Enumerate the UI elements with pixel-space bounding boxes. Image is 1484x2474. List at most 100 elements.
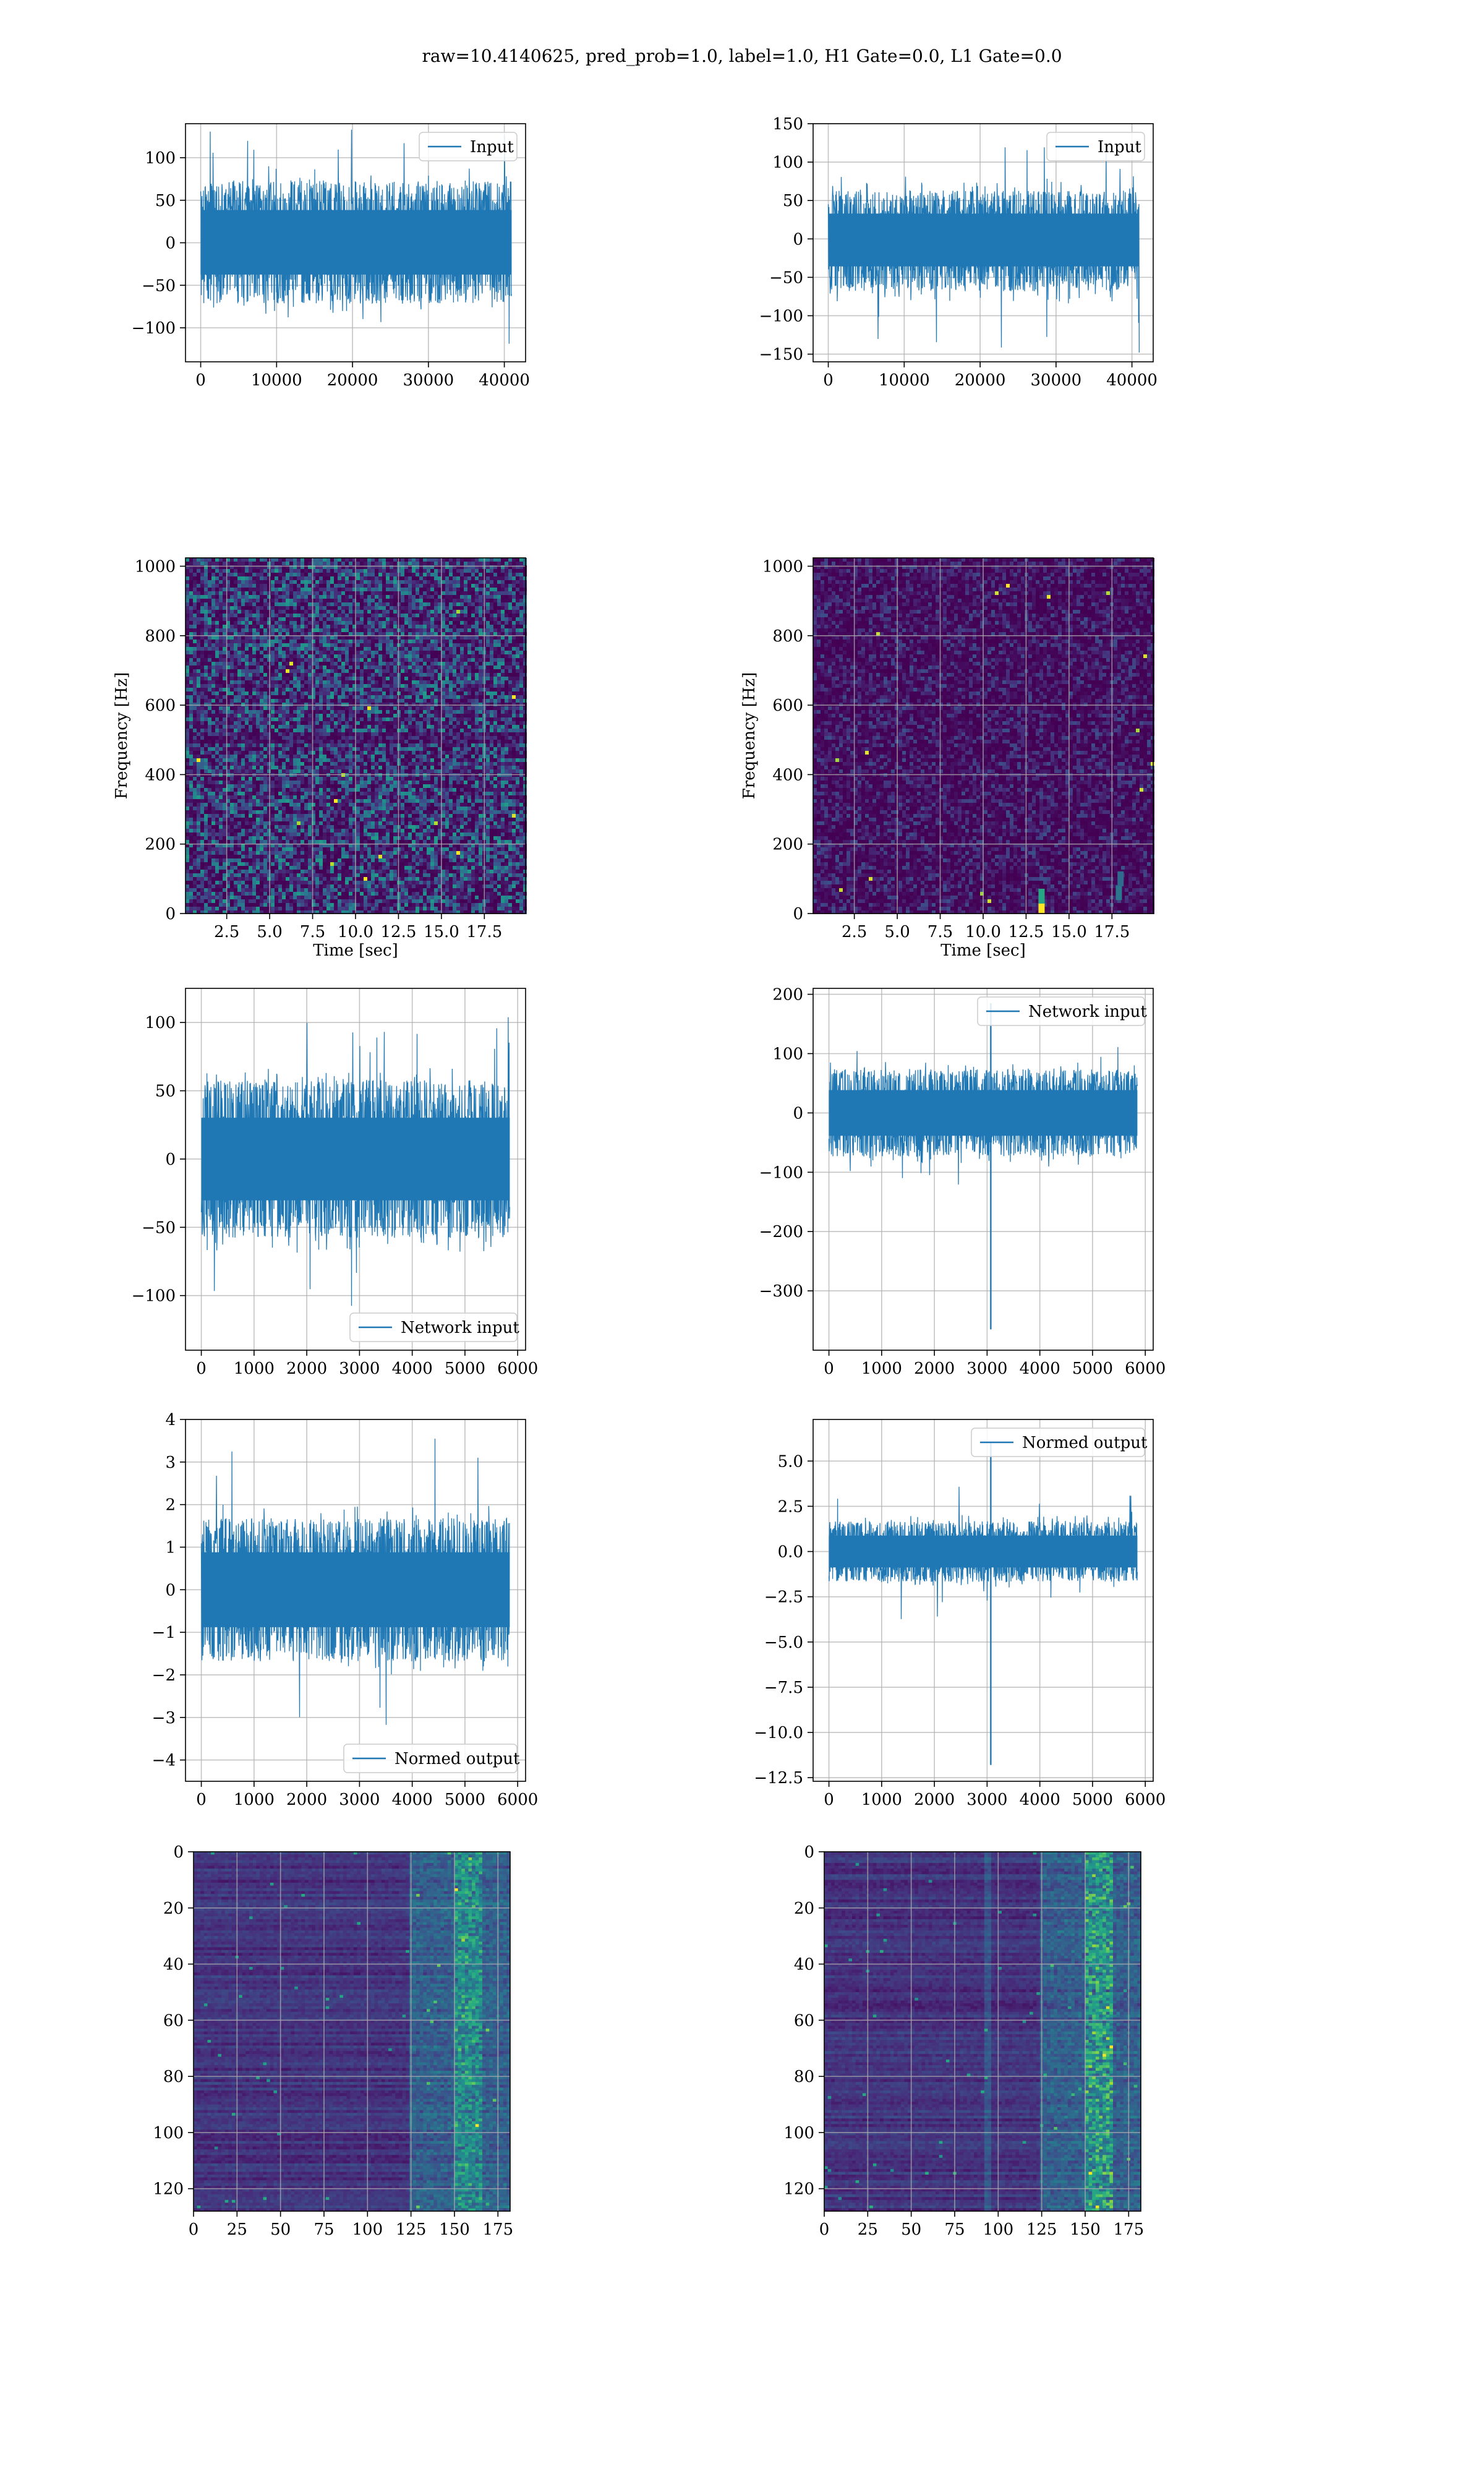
heatmap-cell bbox=[401, 602, 404, 606]
heatmap-cell bbox=[386, 643, 390, 647]
heatmap-cell bbox=[416, 591, 419, 595]
heatmap-cell bbox=[430, 565, 434, 569]
heatmap-cell bbox=[434, 725, 438, 729]
heatmap-cell bbox=[460, 625, 464, 628]
heatmap-cell bbox=[390, 710, 393, 714]
heatmap-cell bbox=[237, 755, 241, 758]
heatmap-cell bbox=[241, 647, 245, 651]
heatmap-cell bbox=[204, 736, 208, 740]
heatmap-cell bbox=[326, 721, 330, 725]
heatmap-cell bbox=[234, 710, 237, 714]
heatmap-cell bbox=[323, 562, 326, 565]
heatmap-cell bbox=[356, 706, 360, 710]
heatmap-cell bbox=[349, 617, 352, 621]
heatmap-cell bbox=[293, 706, 297, 710]
heatmap-cell bbox=[345, 584, 349, 588]
heatmap-cell bbox=[334, 628, 338, 632]
heatmap-cell bbox=[479, 677, 482, 680]
heatmap-cell bbox=[479, 614, 482, 617]
heatmap-cell bbox=[234, 640, 237, 643]
heatmap-cell bbox=[245, 621, 249, 625]
heatmap-cell bbox=[375, 684, 378, 688]
heatmap-cell bbox=[215, 662, 219, 666]
heatmap-cell bbox=[438, 569, 441, 573]
heatmap-cell bbox=[367, 640, 371, 643]
heatmap-cell bbox=[275, 673, 278, 677]
heatmap-cell bbox=[334, 710, 338, 714]
heatmap-cell bbox=[471, 606, 475, 610]
heatmap-cell bbox=[419, 717, 423, 721]
heatmap-cell bbox=[490, 673, 493, 677]
heatmap-cell bbox=[456, 680, 460, 684]
heatmap-cell bbox=[364, 573, 367, 576]
heatmap-cell bbox=[375, 640, 378, 643]
heatmap-cell bbox=[479, 584, 482, 588]
heatmap-cell bbox=[375, 751, 378, 755]
heatmap-cell bbox=[323, 736, 326, 740]
heatmap-cell bbox=[312, 684, 315, 688]
heatmap-cell bbox=[326, 743, 330, 747]
heatmap-cell bbox=[326, 558, 330, 562]
heatmap-cell bbox=[427, 610, 430, 614]
heatmap-cell bbox=[301, 688, 304, 691]
heatmap-cell bbox=[271, 617, 275, 621]
heatmap-cell bbox=[293, 755, 297, 758]
heatmap-cell bbox=[493, 740, 497, 743]
heatmap-cell bbox=[512, 617, 516, 621]
heatmap-cell bbox=[371, 625, 375, 628]
heatmap-cell bbox=[249, 599, 252, 602]
heatmap-cell bbox=[438, 614, 441, 617]
heatmap-cell bbox=[501, 680, 505, 684]
heatmap-cell bbox=[319, 654, 323, 658]
heatmap-cell bbox=[393, 740, 397, 743]
heatmap-cell bbox=[338, 710, 341, 714]
heatmap-cell bbox=[271, 625, 275, 628]
heatmap-cell bbox=[341, 684, 345, 688]
heatmap-cell bbox=[519, 740, 523, 743]
heatmap-cell bbox=[493, 706, 497, 710]
heatmap-cell bbox=[308, 662, 312, 666]
heatmap-cell bbox=[330, 725, 334, 729]
heatmap-cell bbox=[249, 725, 252, 729]
heatmap-cell bbox=[256, 625, 260, 628]
heatmap-cell bbox=[330, 729, 334, 732]
heatmap-cell bbox=[475, 628, 479, 632]
heatmap-cell bbox=[286, 747, 289, 751]
heatmap-cell bbox=[382, 740, 386, 743]
heatmap-cell bbox=[211, 588, 215, 591]
heatmap-cell bbox=[293, 677, 297, 680]
heatmap-cell bbox=[278, 565, 282, 569]
heatmap-cell bbox=[449, 680, 453, 684]
heatmap-cell bbox=[234, 621, 237, 625]
heatmap-cell bbox=[315, 706, 319, 710]
heatmap-cell bbox=[289, 658, 293, 662]
heatmap-cell bbox=[297, 640, 301, 643]
heatmap-cell bbox=[456, 666, 460, 669]
heatmap-cell bbox=[338, 588, 341, 591]
heatmap-cell bbox=[493, 625, 497, 628]
heatmap-cell bbox=[367, 725, 371, 729]
heatmap-cell bbox=[330, 569, 334, 573]
heatmap-cell bbox=[404, 647, 408, 651]
heatmap-cell bbox=[352, 677, 356, 680]
heatmap-cell bbox=[334, 562, 338, 565]
heatmap-cell bbox=[375, 666, 378, 669]
heatmap-cell bbox=[352, 695, 356, 699]
heatmap-cell bbox=[356, 636, 360, 640]
heatmap-cell bbox=[326, 673, 330, 677]
heatmap-cell bbox=[189, 588, 193, 591]
heatmap-cell bbox=[245, 599, 249, 602]
heatmap-cell bbox=[479, 729, 482, 732]
heatmap-cell bbox=[508, 621, 512, 625]
heatmap-cell bbox=[401, 699, 404, 703]
heatmap-cell bbox=[364, 643, 367, 647]
heatmap-cell bbox=[475, 595, 479, 599]
heatmap-cell bbox=[338, 729, 341, 732]
heatmap-cell bbox=[312, 621, 315, 625]
heatmap-cell bbox=[393, 721, 397, 725]
heatmap-cell bbox=[408, 662, 412, 666]
heatmap-cell bbox=[256, 651, 260, 654]
heatmap-cell bbox=[416, 677, 419, 680]
heatmap-cell bbox=[275, 647, 278, 651]
heatmap-cell bbox=[408, 621, 412, 625]
